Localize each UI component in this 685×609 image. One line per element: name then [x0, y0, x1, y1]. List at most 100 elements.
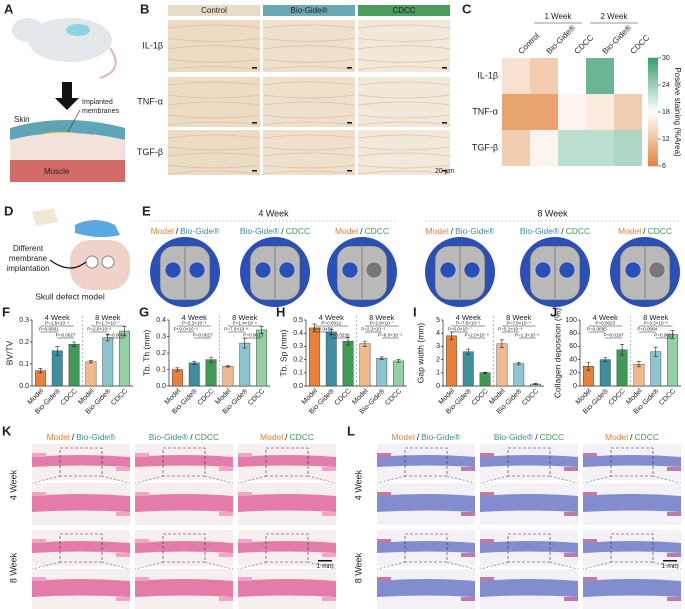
y-axis-label: BV/TV: [4, 340, 14, 365]
pointer: [67, 109, 81, 133]
p-value: P=2.0×10⁻⁵: [465, 333, 489, 338]
tissue-fiber: [167, 66, 261, 70]
bar: [188, 362, 200, 387]
tissue-edge: [583, 577, 681, 601]
label-part: Bio-Gide®: [494, 432, 534, 442]
defect: [648, 261, 666, 279]
tissue-band: [377, 579, 475, 597]
colorbar-step: [648, 144, 658, 148]
tissue-fiber: [167, 58, 261, 63]
group-label: 8 Week: [506, 313, 532, 322]
tissue-fiber: [357, 134, 451, 139]
error-bar: [55, 346, 60, 356]
y-tick-label: 0.4: [156, 317, 166, 324]
column-header: [263, 5, 355, 16]
scale-bar: [347, 170, 352, 172]
bar: [256, 329, 268, 387]
error-bar: [122, 326, 127, 336]
tissue-edge: [135, 453, 233, 471]
error-bar: [396, 359, 401, 363]
y-tick-label: 0: [573, 383, 577, 390]
error-bar: [259, 326, 264, 334]
muscle: [10, 160, 125, 182]
tissue-fiber: [262, 170, 356, 175]
p-value: P=0.0064: [637, 327, 657, 332]
y-tick-label: 0.2: [19, 339, 29, 346]
group-label: 4 Week: [45, 313, 71, 322]
zoom-box: [59, 533, 103, 563]
panel-letter: H: [276, 304, 285, 319]
colorbar-step: [648, 154, 658, 159]
tissue-fiber: [167, 170, 261, 175]
x-tick-label: CDCC: [521, 388, 540, 407]
x-tick-label: CDCC: [334, 388, 353, 407]
column-label: Control: [201, 6, 227, 15]
colorbar-step: [648, 136, 658, 140]
colorbar-step: [648, 76, 658, 80]
label-part: CDCC: [195, 432, 220, 442]
tissue-edge: [480, 577, 578, 601]
colored-label: Bio-Gide® / CDCC: [240, 226, 310, 236]
defect: [365, 261, 383, 279]
tissue-edge: [238, 492, 336, 516]
label-part: /: [561, 226, 564, 236]
bar: [633, 364, 645, 387]
tissue-band: [377, 541, 475, 553]
tissue-edge: [480, 492, 578, 516]
tissue-band: [135, 494, 233, 512]
colorbar-step: [648, 95, 658, 99]
label-part: Bio-Gide®: [149, 432, 189, 442]
zoom-line: [582, 561, 682, 570]
tissue-fiber: [262, 164, 356, 169]
colorbar-step: [648, 71, 658, 75]
rat-head: [12, 18, 44, 42]
error-bar: [105, 334, 110, 342]
tissue-band: [377, 494, 475, 512]
heat-cell: [502, 58, 530, 94]
error-bar: [636, 361, 641, 368]
label-part: CDCC: [566, 226, 591, 236]
p-value: P=2.8×10⁻⁷: [370, 321, 394, 326]
row-label: IL-1β: [142, 40, 163, 50]
tissue-edge: [377, 453, 475, 471]
label-part: /: [643, 226, 646, 236]
panel-letter: K: [2, 423, 12, 438]
tissue-fiber: [262, 58, 356, 63]
colorbar-step: [648, 98, 658, 102]
p-value: P=0.0001: [39, 327, 59, 332]
label-part: /: [285, 432, 288, 442]
y-tick-label: 40: [569, 356, 577, 363]
error-bar: [533, 383, 538, 385]
bar: [393, 360, 405, 387]
heat-cell: [558, 130, 586, 166]
bar: [359, 343, 371, 387]
label-part: /: [360, 226, 363, 236]
colorbar-step: [648, 146, 658, 151]
tissue-edge: [583, 539, 681, 557]
colorbar-step: [648, 90, 658, 94]
row-label: 8 Week: [8, 552, 18, 583]
colored-label: Bio-Gide® / CDCC: [149, 432, 219, 442]
zoom-box: [265, 533, 309, 563]
label-part: /: [281, 226, 284, 236]
x-tick-label: CDCC: [608, 388, 627, 407]
label-part: CDCC: [540, 432, 565, 442]
scale-bar: [347, 67, 352, 69]
arrow: [49, 259, 87, 269]
defect: [558, 261, 576, 279]
error-bar: [499, 339, 504, 349]
p-value: P=1.7×10⁻⁷: [96, 321, 120, 326]
bar: [445, 335, 457, 387]
zoom-box: [610, 533, 654, 563]
tissue-fiber: [167, 24, 261, 29]
tissue-fiber: [262, 38, 356, 42]
y-tick-label: 0.1: [156, 366, 166, 373]
row-label: 8 Week: [353, 552, 363, 583]
p-value: P=0.0027: [193, 333, 213, 338]
zoom-line: [479, 561, 579, 570]
colorbar-step: [648, 149, 658, 153]
label-part: Bio-Gide®: [76, 432, 116, 442]
bar: [171, 369, 183, 387]
zoom-line: [237, 475, 337, 484]
